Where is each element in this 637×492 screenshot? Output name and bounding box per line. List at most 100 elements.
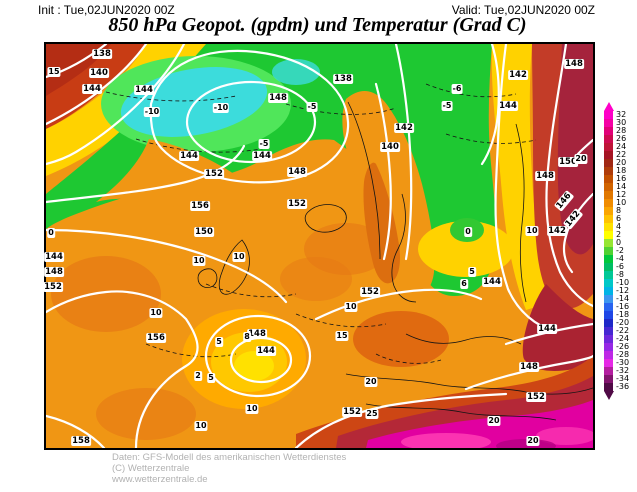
geopotential-label: 138 bbox=[92, 49, 112, 59]
geopotential-label: 150 bbox=[558, 157, 578, 167]
legend-swatch bbox=[604, 367, 613, 375]
legend-entry: -36 bbox=[604, 383, 636, 391]
geopotential-label: 148 bbox=[247, 329, 267, 339]
weather-map: 138 140 144 144 138 148 144 144 152 148 152 156 150 1… bbox=[43, 42, 595, 450]
legend-entry: 32 bbox=[604, 111, 636, 119]
legend-value: 14 bbox=[616, 182, 627, 191]
legend-swatch bbox=[604, 247, 613, 255]
temperature-label: 15 bbox=[47, 67, 61, 77]
legend-value: -10 bbox=[616, 278, 630, 287]
temperature-label: 10 bbox=[192, 256, 206, 266]
legend-value: -34 bbox=[616, 374, 630, 383]
geopotential-label: 144 bbox=[44, 252, 64, 262]
init-time-label: Init : Tue,02JUN2020 00Z bbox=[38, 3, 175, 17]
geopotential-label: 144 bbox=[179, 151, 199, 161]
legend-entry: -32 bbox=[604, 367, 636, 375]
map-title: 850 hPa Geopot. (gpdm) und Temperatur (G… bbox=[108, 14, 527, 36]
legend-entry: -14 bbox=[604, 295, 636, 303]
legend-swatch bbox=[604, 143, 613, 151]
temperature-label: 20 bbox=[364, 377, 378, 387]
legend-value: -4 bbox=[616, 254, 624, 263]
legend-swatch bbox=[604, 183, 613, 191]
legend-value: 0 bbox=[616, 238, 622, 247]
geopotential-label: 144 bbox=[537, 324, 557, 334]
geopotential-label: 144 bbox=[256, 346, 276, 356]
geopotential-label: 152 bbox=[360, 287, 380, 297]
legend-swatch bbox=[604, 159, 613, 167]
coastline-layer bbox=[105, 83, 593, 421]
legend-entry: -4 bbox=[604, 255, 636, 263]
legend-value: 32 bbox=[616, 110, 627, 119]
geopotential-label: 152 bbox=[287, 199, 307, 209]
legend-entry: -2 bbox=[604, 247, 636, 255]
legend-value: 24 bbox=[616, 142, 627, 151]
temperature-label: 0 bbox=[464, 227, 472, 237]
temperature-label: 25 bbox=[365, 409, 379, 419]
legend-value: 16 bbox=[616, 174, 627, 183]
temperature-label: 2 bbox=[194, 371, 202, 381]
temperature-legend: 32 30 28 26 24 22 20 18 16 14 12 10 8 6 4 2 0 -2 -4 -6 -8 -10… bbox=[604, 102, 636, 400]
legend-swatch bbox=[604, 191, 613, 199]
temperature-label: -10 bbox=[143, 107, 161, 117]
legend-value: -36 bbox=[616, 382, 630, 391]
temperature-label: -10 bbox=[212, 103, 230, 113]
legend-entry: -6 bbox=[604, 263, 636, 271]
legend-entry: 2 bbox=[604, 231, 636, 239]
geopotential-label: 148 bbox=[287, 167, 307, 177]
legend-entry: -20 bbox=[604, 319, 636, 327]
temperature-label: 10 bbox=[194, 421, 208, 431]
legend-entry: 10 bbox=[604, 199, 636, 207]
legend-entry: -26 bbox=[604, 343, 636, 351]
legend-entry: -8 bbox=[604, 271, 636, 279]
legend-value: -22 bbox=[616, 326, 630, 335]
geopotential-label: 152 bbox=[204, 169, 224, 179]
geopotential-label: 156 bbox=[190, 201, 210, 211]
legend-swatch bbox=[604, 351, 613, 359]
legend-entry: -18 bbox=[604, 311, 636, 319]
credits-url: www.wetterzentrale.de bbox=[112, 474, 208, 485]
temperature-label: -5 bbox=[258, 139, 270, 149]
geopotential-label: 148 bbox=[564, 59, 584, 69]
legend-value: -24 bbox=[616, 334, 630, 343]
temperature-label: 10 bbox=[232, 252, 246, 262]
temperature-label: -6 bbox=[451, 84, 463, 94]
legend-entry: 8 bbox=[604, 207, 636, 215]
legend-swatch bbox=[604, 255, 613, 263]
legend-swatch bbox=[604, 231, 613, 239]
legend-entry: 14 bbox=[604, 183, 636, 191]
legend-entry: -10 bbox=[604, 279, 636, 287]
temperature-label: 10 bbox=[344, 302, 358, 312]
temperature-label: 10 bbox=[149, 308, 163, 318]
legend-value: -32 bbox=[616, 366, 630, 375]
geopotential-label: 152 bbox=[43, 282, 63, 292]
temperature-label: 5 bbox=[468, 267, 476, 277]
temperature-label: 5 bbox=[215, 337, 223, 347]
legend-value: 22 bbox=[616, 150, 627, 159]
legend-entry: 18 bbox=[604, 167, 636, 175]
geopotential-label: 144 bbox=[82, 84, 102, 94]
legend-value: 4 bbox=[616, 222, 622, 231]
legend-swatch bbox=[604, 135, 613, 143]
legend-swatch bbox=[604, 127, 613, 135]
credits-source: Daten: GFS-Modell des amerikanischen Wet… bbox=[112, 452, 347, 463]
legend-value: 8 bbox=[616, 206, 622, 215]
geopotential-label: 152 bbox=[526, 392, 546, 402]
legend-swatch bbox=[604, 375, 613, 383]
legend-swatch bbox=[604, 199, 613, 207]
temperature-label: 5 bbox=[207, 373, 215, 383]
legend-entry: -30 bbox=[604, 359, 636, 367]
geopotential-label: 142 bbox=[394, 123, 414, 133]
legend-swatch bbox=[604, 327, 613, 335]
credits-copyright: (C) Wetterzentrale bbox=[112, 463, 190, 474]
legend-entry: 24 bbox=[604, 143, 636, 151]
geopotential-label: 146 bbox=[553, 190, 575, 212]
legend-entry: 0 bbox=[604, 239, 636, 247]
temperature-label: -5 bbox=[441, 101, 453, 111]
geopotential-label: 142 bbox=[562, 208, 584, 230]
geopotential-label: 144 bbox=[482, 277, 502, 287]
geopotential-label: 140 bbox=[380, 142, 400, 152]
geopotential-label: 138 bbox=[333, 74, 353, 84]
legend-entry: 6 bbox=[604, 215, 636, 223]
legend-value: 26 bbox=[616, 134, 627, 143]
legend-entry: -22 bbox=[604, 327, 636, 335]
